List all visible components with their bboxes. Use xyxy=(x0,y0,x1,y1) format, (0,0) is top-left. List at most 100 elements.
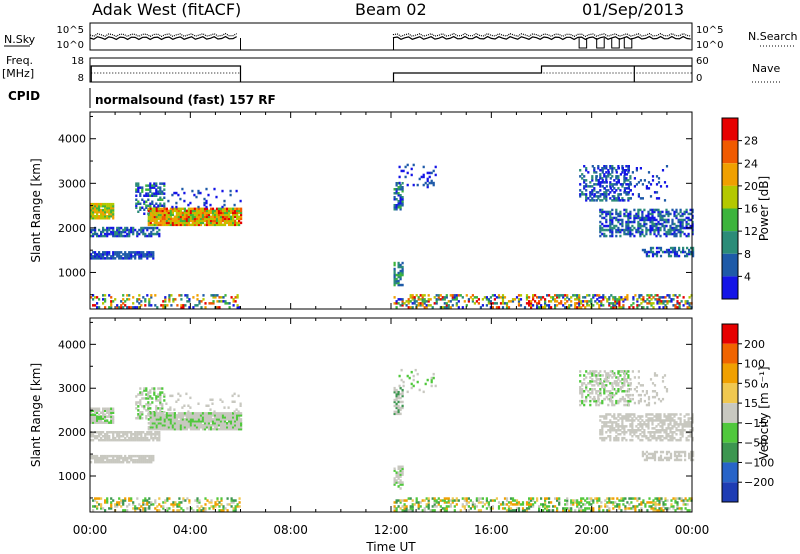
echo-cell xyxy=(163,213,166,217)
echo-cell xyxy=(94,217,97,220)
echo-cell xyxy=(151,420,154,423)
echo-cell xyxy=(137,190,140,193)
echo-cell xyxy=(617,175,620,178)
echo-cell xyxy=(585,167,588,170)
echo-cell xyxy=(443,507,446,510)
echo-cell xyxy=(393,275,396,279)
echo-cell xyxy=(655,254,659,258)
echo-cell xyxy=(621,171,624,174)
echo-cell xyxy=(641,454,644,458)
echo-cell xyxy=(142,503,145,506)
echo-cell xyxy=(674,294,677,297)
echo-cell xyxy=(647,401,651,405)
echo-cell xyxy=(395,300,398,303)
echo-cell xyxy=(643,216,646,220)
echo-cell xyxy=(124,234,127,238)
echo-cell xyxy=(130,306,133,309)
echo-cell xyxy=(151,192,154,195)
echo-cell xyxy=(114,232,117,236)
echo-cell xyxy=(601,399,604,403)
echo-cell xyxy=(622,499,625,502)
echo-cell xyxy=(191,422,194,425)
echo-cell xyxy=(613,380,616,383)
echo-cell xyxy=(437,497,440,500)
echo-cell xyxy=(187,418,190,421)
echo-cell xyxy=(642,501,645,504)
echo-cell xyxy=(173,207,176,211)
echo-cell xyxy=(562,507,565,510)
echo-cell xyxy=(617,214,620,218)
echo-cell xyxy=(393,501,396,504)
echo-cell xyxy=(680,454,683,458)
echo-cell xyxy=(104,454,107,458)
echo-cell xyxy=(401,388,404,392)
echo-cell xyxy=(108,210,111,214)
echo-cell xyxy=(544,505,547,508)
echo-cell xyxy=(158,433,161,436)
echo-cell xyxy=(657,431,660,434)
echo-cell xyxy=(175,426,178,429)
echo-cell xyxy=(150,253,153,256)
echo-cell xyxy=(149,182,152,185)
power-colorbar-swatch xyxy=(722,140,738,164)
echo-cell xyxy=(620,497,623,500)
echo-cell xyxy=(589,193,592,196)
echo-cell xyxy=(666,294,669,297)
echo-cell xyxy=(627,415,630,418)
echo-cell xyxy=(633,220,636,224)
echo-cell xyxy=(429,304,432,307)
echo-cell xyxy=(238,418,241,421)
echo-cell xyxy=(90,257,93,260)
echo-cell xyxy=(236,207,239,211)
echo-cell xyxy=(505,497,509,500)
echo-cell xyxy=(214,294,217,297)
echo-cell xyxy=(159,182,162,185)
echo-cell xyxy=(137,393,140,396)
echo-cell xyxy=(110,421,113,424)
echo-cell xyxy=(600,304,603,307)
echo-cell xyxy=(173,416,176,419)
echo-cell xyxy=(122,302,125,305)
echo-cell xyxy=(540,304,543,307)
echo-cell xyxy=(195,207,199,211)
echo-cell xyxy=(96,306,99,309)
echo-cell xyxy=(485,501,488,504)
echo-cell xyxy=(90,202,93,206)
echo-cell xyxy=(157,221,160,225)
echo-cell xyxy=(674,501,677,504)
echo-cell xyxy=(239,404,242,407)
echo-cell xyxy=(92,294,95,297)
echo-cell xyxy=(686,254,689,258)
echo-cell xyxy=(96,302,99,305)
echo-cell xyxy=(536,302,539,305)
echo-cell xyxy=(401,465,404,468)
echo-cell xyxy=(597,390,600,393)
echo-cell xyxy=(411,499,414,502)
echo-cell xyxy=(413,302,416,305)
echo-cell xyxy=(187,203,190,207)
echo-cell xyxy=(152,228,155,232)
echo-cell xyxy=(118,234,121,238)
echo-cell xyxy=(591,193,594,196)
echo-cell xyxy=(156,306,159,309)
echo-cell xyxy=(651,226,654,230)
echo-cell xyxy=(669,427,672,430)
echo-cell xyxy=(136,497,139,500)
echo-cell xyxy=(691,415,694,418)
echo-cell xyxy=(145,393,148,396)
echo-cell xyxy=(162,300,165,303)
echo-cell xyxy=(155,209,158,213)
echo-cell xyxy=(181,416,184,419)
echo-cell xyxy=(134,507,137,510)
echo-cell xyxy=(92,438,95,442)
echo-cell xyxy=(609,167,612,170)
echo-cell xyxy=(455,294,458,297)
echo-cell xyxy=(684,458,687,462)
echo-cell xyxy=(651,228,654,232)
echo-cell xyxy=(212,505,215,508)
echo-cell xyxy=(104,213,107,216)
echo-cell xyxy=(605,372,608,375)
echo-cell xyxy=(165,219,168,223)
echo-cell xyxy=(601,232,604,236)
echo-cell xyxy=(217,219,221,223)
